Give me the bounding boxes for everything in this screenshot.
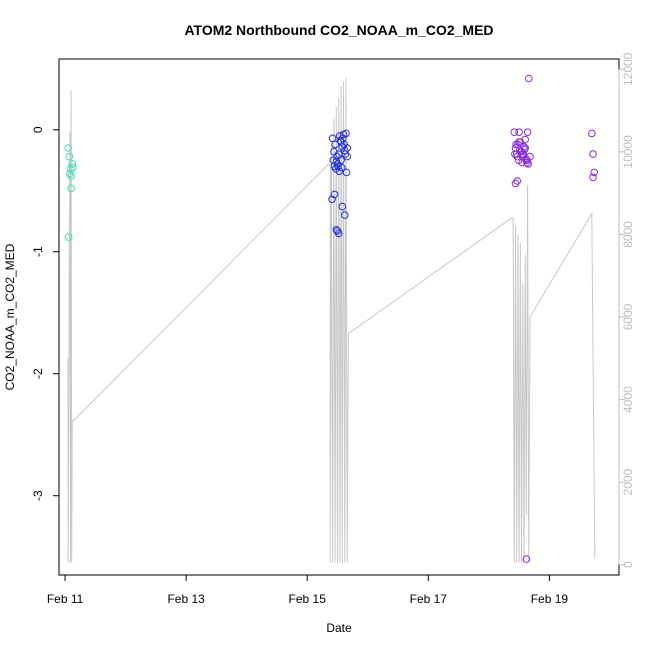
y-tick-label: -1 — [31, 246, 45, 257]
y2-tick-label: 0 — [621, 561, 635, 568]
secondary-series-line — [67, 77, 596, 563]
data-point — [515, 128, 523, 136]
series-1 — [64, 144, 77, 241]
x-axis-label: Date — [326, 621, 352, 635]
x-tick-label: Feb 11 — [47, 592, 84, 606]
y2-axis: 0 2000 4000 6000 8000 10000 12000 — [618, 52, 635, 568]
data-point — [338, 202, 347, 211]
data-point — [590, 168, 599, 177]
data-point — [67, 184, 75, 193]
x-axis: Feb 11 Feb 13 Feb 15 Feb 17 Feb 19 — [47, 574, 569, 606]
data-point — [588, 129, 596, 138]
y2-tick-label: 12000 — [621, 52, 635, 86]
y2-tick-label: 2000 — [621, 468, 635, 495]
data-point — [526, 152, 534, 161]
data-point — [525, 74, 533, 83]
data-point — [68, 160, 77, 168]
secondary-line-layer — [67, 77, 596, 563]
data-point — [334, 162, 342, 171]
data-point — [515, 138, 523, 146]
data-point — [589, 173, 597, 182]
data-point — [523, 158, 531, 167]
x-tick-label: Feb 15 — [289, 592, 327, 606]
data-point — [343, 152, 352, 161]
points-layer — [64, 74, 599, 563]
y-tick-label: -2 — [31, 368, 45, 379]
data-point — [522, 155, 530, 163]
data-point — [511, 179, 520, 188]
data-point — [589, 150, 597, 158]
y-tick-label: -3 — [31, 490, 45, 501]
y2-tick-label: 8000 — [621, 221, 635, 248]
data-point — [524, 160, 533, 168]
data-point — [341, 211, 349, 219]
data-point — [337, 163, 346, 172]
y-axis-label: CO2_NOAA_m_CO2_MED — [3, 243, 17, 390]
data-point — [510, 128, 519, 136]
data-point — [64, 233, 73, 241]
data-point — [343, 144, 352, 152]
data-point — [523, 128, 532, 136]
y-axis: 0 -1 -2 -3 — [31, 126, 60, 501]
data-point — [65, 152, 74, 161]
data-point — [67, 172, 75, 180]
y-tick-label: 0 — [31, 126, 45, 133]
x-tick-label: Feb 13 — [167, 592, 205, 606]
x-tick-label: Feb 19 — [531, 592, 569, 606]
y2-tick-label: 6000 — [621, 303, 635, 330]
data-point — [66, 165, 75, 173]
chart-title: ATOM2 Northbound CO2_NOAA_m_CO2_MED — [184, 22, 493, 38]
data-point — [337, 156, 345, 164]
y2-tick-label: 4000 — [621, 386, 635, 413]
data-point — [330, 190, 339, 199]
data-point — [522, 555, 531, 563]
series-2 — [328, 129, 352, 238]
x-tick-label: Feb 17 — [410, 592, 448, 606]
data-point — [513, 177, 522, 185]
data-point — [333, 227, 342, 235]
data-point — [64, 144, 72, 152]
series-3 — [510, 74, 599, 563]
data-point — [518, 150, 526, 158]
y2-tick-label: 10000 — [621, 135, 635, 169]
data-point — [342, 168, 351, 177]
data-point — [521, 144, 530, 152]
